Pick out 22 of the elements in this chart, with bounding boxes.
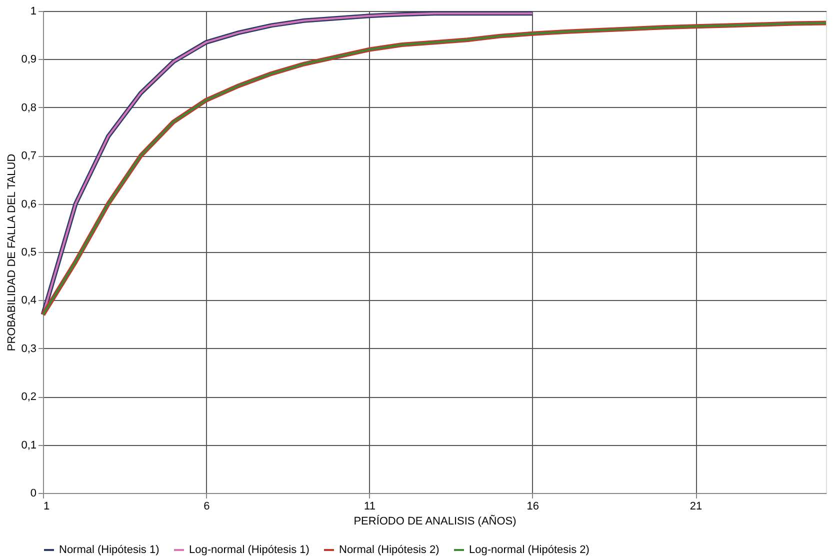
legend-label: Log-normal (Hipótesis 2)	[469, 544, 590, 556]
y-tick-label: 0,7	[21, 150, 36, 162]
y-tick-label: 0	[30, 488, 36, 500]
y-tick-label: 0,9	[21, 54, 36, 66]
legend-label: Normal (Hipótesis 1)	[59, 544, 160, 556]
x-tick-label: 16	[526, 500, 539, 512]
y-tick-label: 0,5	[21, 246, 36, 258]
y-axis-title: PROBABILIDAD DE FALLA DEL TALUD	[6, 154, 18, 352]
x-tick-label: 21	[690, 500, 702, 512]
y-tick-label: 0,4	[21, 294, 36, 307]
x-tick-label: 6	[204, 500, 210, 512]
y-tick-label: 0,2	[21, 391, 36, 404]
legend-label: Normal (Hipótesis 2)	[339, 544, 440, 556]
x-tick-label: 11	[364, 500, 376, 512]
x-tick-label: 1	[44, 500, 50, 512]
y-tick-label: 0,3	[21, 342, 36, 355]
y-tick-label: 0,6	[21, 198, 36, 210]
x-axis-title: PERÍODO DE ANALISIS (AÑOS)	[354, 514, 516, 528]
y-tick-label: 0,8	[21, 102, 36, 114]
y-tick-label: 0,1	[21, 439, 36, 452]
y-tick-label: 1	[30, 6, 36, 18]
legend-label: Log-normal (Hipótesis 1)	[189, 544, 310, 556]
